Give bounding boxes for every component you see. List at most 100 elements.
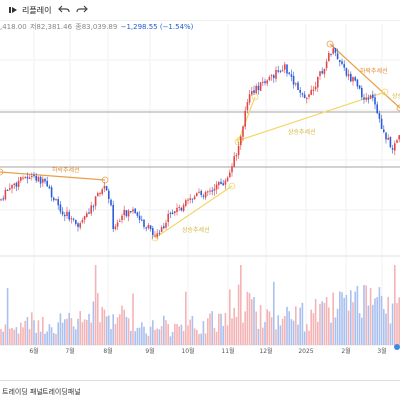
volume-bar — [207, 318, 209, 345]
candle-body — [26, 176, 29, 179]
volume-bar — [57, 322, 59, 345]
candle-body — [15, 182, 18, 187]
candle-body — [180, 207, 183, 211]
volume-bar — [369, 287, 372, 345]
grid-lines — [0, 24, 400, 346]
candle-body — [306, 97, 308, 99]
candle-body — [160, 227, 163, 232]
candle-body — [288, 72, 290, 74]
candle-body — [147, 224, 150, 229]
candle-body — [312, 89, 315, 91]
volume-bars — [0, 265, 400, 345]
ohlc-low: 저82,381.46 — [29, 23, 73, 31]
volume-bar — [251, 299, 253, 345]
candle-body — [48, 186, 51, 189]
volume-bar — [141, 322, 143, 345]
volume-bar — [211, 311, 213, 345]
candle-body — [77, 223, 79, 227]
candle-body — [367, 98, 370, 100]
candle-body — [251, 91, 253, 95]
volume-bar — [244, 311, 246, 345]
candle-body — [369, 95, 372, 99]
volume-bar — [363, 284, 365, 345]
candle-body — [398, 135, 400, 140]
volume-bar — [68, 312, 70, 345]
volume-bar — [387, 296, 389, 345]
candle-body — [242, 126, 244, 137]
candle-body — [70, 218, 73, 220]
redo-icon[interactable] — [76, 3, 88, 15]
volume-bar — [70, 318, 73, 345]
candle-body — [125, 210, 128, 217]
volume-bar — [220, 313, 222, 345]
volume-bar — [319, 303, 321, 345]
volume-bar — [171, 331, 174, 345]
volume-bar — [218, 313, 220, 345]
candle-body — [0, 199, 2, 201]
volume-bar — [266, 309, 268, 345]
undo-icon[interactable] — [58, 3, 70, 15]
replay-icon[interactable] — [8, 5, 18, 15]
volume-bar — [295, 306, 297, 345]
candle-body — [108, 190, 110, 199]
volume-bar — [396, 303, 398, 345]
volume-bar — [354, 291, 356, 345]
candle-body — [83, 216, 86, 220]
candle-body — [328, 53, 330, 62]
candle-body — [314, 86, 317, 90]
candle-body — [116, 222, 119, 227]
candle-body — [332, 48, 334, 54]
volume-bar — [365, 285, 367, 345]
candle-body — [354, 77, 356, 81]
x-tick-label: 10월 — [181, 347, 194, 355]
candle-body — [273, 75, 275, 78]
volume-bar — [394, 265, 396, 345]
candle-body — [81, 220, 84, 223]
volume-bar — [152, 320, 154, 345]
volume-bar — [6, 288, 9, 345]
volume-bar — [50, 327, 53, 345]
trend-labels: 하락추세선하락추세선상승추세선상승추세선상승추세선 — [52, 67, 400, 234]
volume-bar — [290, 319, 293, 345]
candle-body — [266, 80, 268, 84]
volume-bar — [110, 329, 112, 345]
volume-bar — [301, 302, 304, 345]
volume-bar — [72, 326, 75, 345]
volume-bar — [306, 324, 308, 345]
replay-label[interactable]: 리플레이 — [22, 6, 52, 15]
candle-body — [44, 178, 46, 182]
candle-body — [396, 140, 398, 143]
tab-trading-panel[interactable]: 트레이딩 패널 — [2, 388, 43, 396]
candle-body — [323, 68, 326, 75]
candle-body — [99, 192, 101, 194]
volume-bar — [156, 328, 158, 345]
candle-body — [2, 198, 4, 200]
candle-body — [152, 228, 154, 236]
uptrend-line-2-anchor-end — [381, 88, 389, 96]
candle-body — [33, 174, 35, 177]
volume-bar — [222, 326, 224, 345]
candle-body — [356, 79, 359, 87]
candle-body — [127, 210, 130, 217]
volume-bar — [323, 302, 326, 345]
candle-body — [185, 200, 187, 206]
candle-body — [209, 190, 211, 192]
volume-bar — [325, 296, 328, 345]
candle-body — [154, 235, 156, 237]
downtrend-line-1-anchor-start — [0, 168, 4, 176]
candle-body — [394, 143, 396, 151]
volume-bar — [77, 318, 79, 345]
volume-bar — [169, 336, 172, 345]
x-tick-label: 11월 — [221, 347, 234, 355]
volume-bar — [268, 311, 271, 345]
candle-body — [292, 75, 295, 85]
volume-bar — [2, 331, 4, 345]
volume-bar — [61, 322, 64, 345]
candle-body — [72, 218, 75, 220]
volume-bar — [48, 324, 51, 345]
candle-body — [17, 180, 20, 187]
candle-body — [229, 172, 231, 178]
tab-trading-panel-2[interactable]: 트레이딩패널 — [42, 388, 81, 396]
candle-body — [374, 97, 376, 105]
